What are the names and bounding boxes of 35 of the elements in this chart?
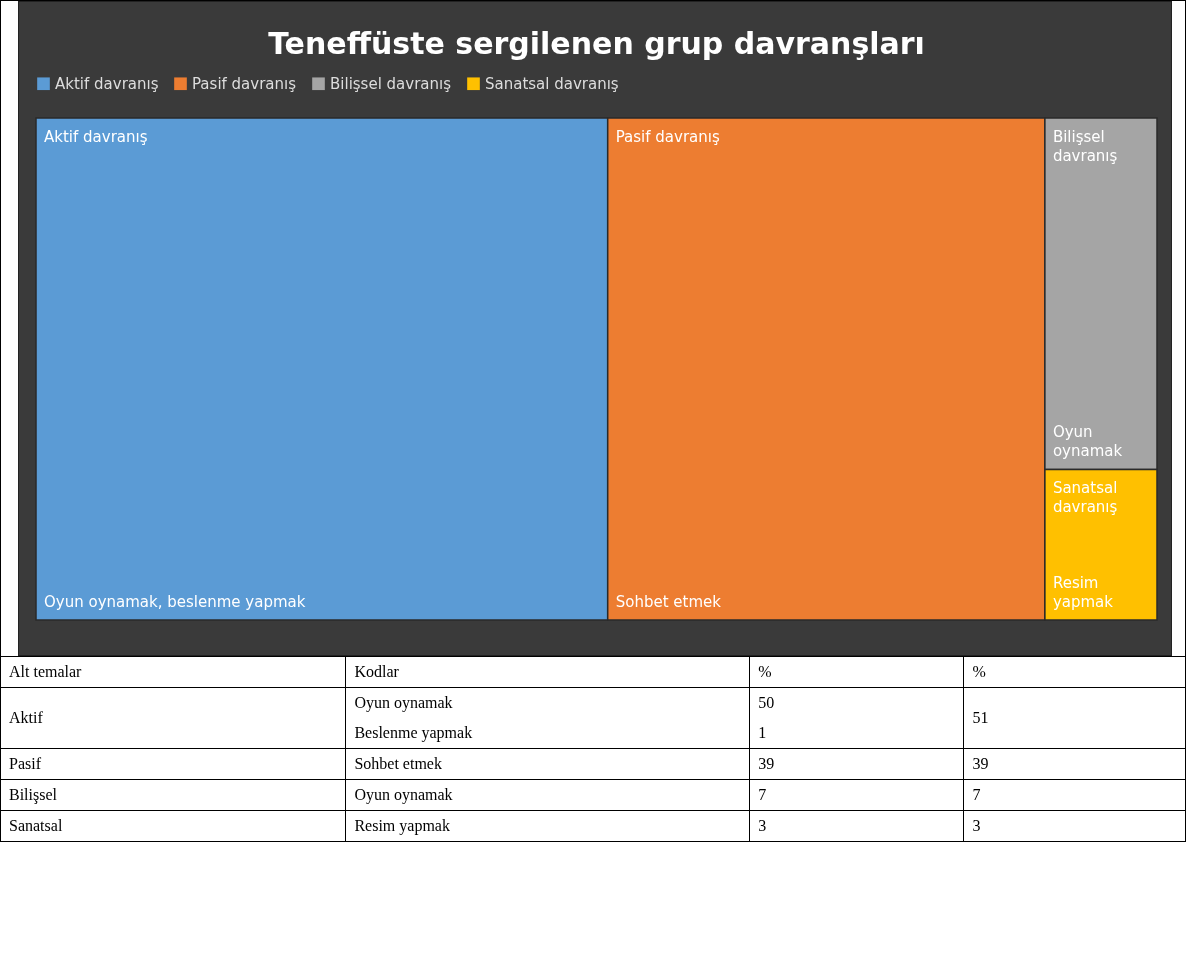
text: Oyun oynamak xyxy=(1052,423,1123,461)
text: Alt temalar xyxy=(0,656,346,688)
text: Beslenme yapmak xyxy=(345,718,750,749)
category-label: Bilişsel xyxy=(0,779,346,811)
category-label: Aktif davranış xyxy=(55,74,159,93)
text: Resim yapmak xyxy=(1052,574,1114,611)
category-label: Sanatsal xyxy=(0,810,346,842)
text: Sohbet etmek xyxy=(615,593,722,611)
text: Oyun oynamak, beslenme yapmak xyxy=(44,593,306,611)
category-label: Bilişsel davranış xyxy=(330,74,452,93)
data-label: 7 xyxy=(749,779,964,811)
data-label: 51 xyxy=(963,687,1186,749)
text: Teneffüste sergilenen grup davranşları xyxy=(268,26,925,61)
text: % xyxy=(749,656,964,688)
data-label: 7 xyxy=(963,779,1186,811)
text: Resim yapmak xyxy=(345,810,750,842)
category-label: Pasif xyxy=(0,748,346,780)
category-label: Pasif davranış xyxy=(615,128,720,146)
category-label: Aktif davranış xyxy=(44,128,148,146)
category-label: Sanatsal davranış xyxy=(1052,479,1118,517)
data-label: 3 xyxy=(963,810,1186,842)
text: Oyun oynamak xyxy=(345,687,750,718)
data-label: 50 xyxy=(749,687,964,718)
category-label: Bilişsel davranış xyxy=(1052,128,1118,165)
text: Oyun oynamak xyxy=(345,779,750,811)
data-label: 39 xyxy=(963,748,1186,780)
text: Sohbet etmek xyxy=(345,748,750,780)
category-label: Aktif xyxy=(0,687,346,749)
data-label: 39 xyxy=(749,748,964,780)
data-label: 1 xyxy=(749,718,964,749)
text: Kodlar xyxy=(345,656,750,688)
data-label: 3 xyxy=(749,810,964,842)
category-label: Sanatsal davranış xyxy=(485,74,619,93)
text: % xyxy=(963,656,1186,688)
category-label: Pasif davranış xyxy=(192,74,297,93)
